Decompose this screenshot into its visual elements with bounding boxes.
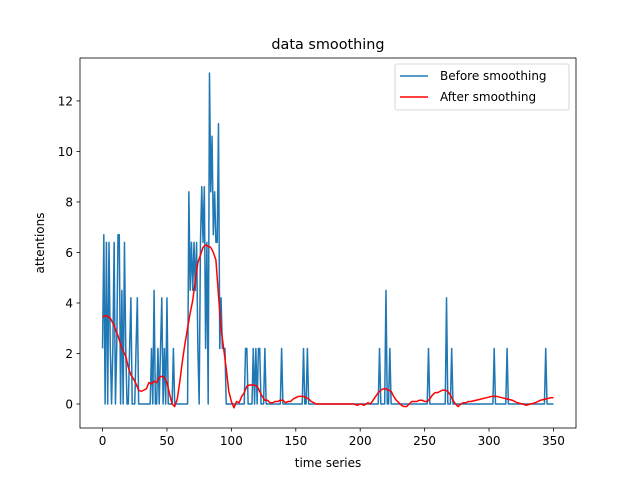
legend-box bbox=[394, 63, 570, 111]
x-axis-label: time series bbox=[295, 456, 361, 470]
legend: Before smoothing After smoothing bbox=[394, 63, 570, 111]
x-tick-label: 250 bbox=[413, 434, 436, 448]
y-tick-label: 10 bbox=[58, 145, 73, 159]
legend-label-before: Before smoothing bbox=[440, 69, 547, 83]
y-tick-label: 2 bbox=[65, 347, 73, 361]
legend-label-after: After smoothing bbox=[440, 90, 536, 104]
series-line-after-smoothing bbox=[102, 244, 554, 409]
y-tick-label: 12 bbox=[58, 94, 73, 108]
x-tick-label: 150 bbox=[284, 434, 307, 448]
y-tick-label: 6 bbox=[65, 246, 73, 260]
y-axis-label: attentions bbox=[33, 213, 47, 274]
y-tick-label: 0 bbox=[65, 398, 73, 412]
plot-area bbox=[101, 72, 554, 409]
x-tick-label: 50 bbox=[159, 434, 174, 448]
x-tick-label: 0 bbox=[99, 434, 107, 448]
x-tick-label: 300 bbox=[478, 434, 501, 448]
x-tick-label: 100 bbox=[220, 434, 243, 448]
y-tick-label: 8 bbox=[65, 195, 73, 209]
x-tick-label: 350 bbox=[542, 434, 565, 448]
y-tick-label: 4 bbox=[65, 296, 73, 310]
x-axis: 0 50 100 150 200 250 300 350 bbox=[99, 428, 565, 448]
x-tick-label: 200 bbox=[349, 434, 372, 448]
chart-title: data smoothing bbox=[271, 37, 384, 53]
y-axis: 0 2 4 6 8 10 12 bbox=[58, 94, 80, 412]
series-line-before-smoothing bbox=[101, 72, 554, 405]
plot-frame bbox=[79, 57, 577, 429]
